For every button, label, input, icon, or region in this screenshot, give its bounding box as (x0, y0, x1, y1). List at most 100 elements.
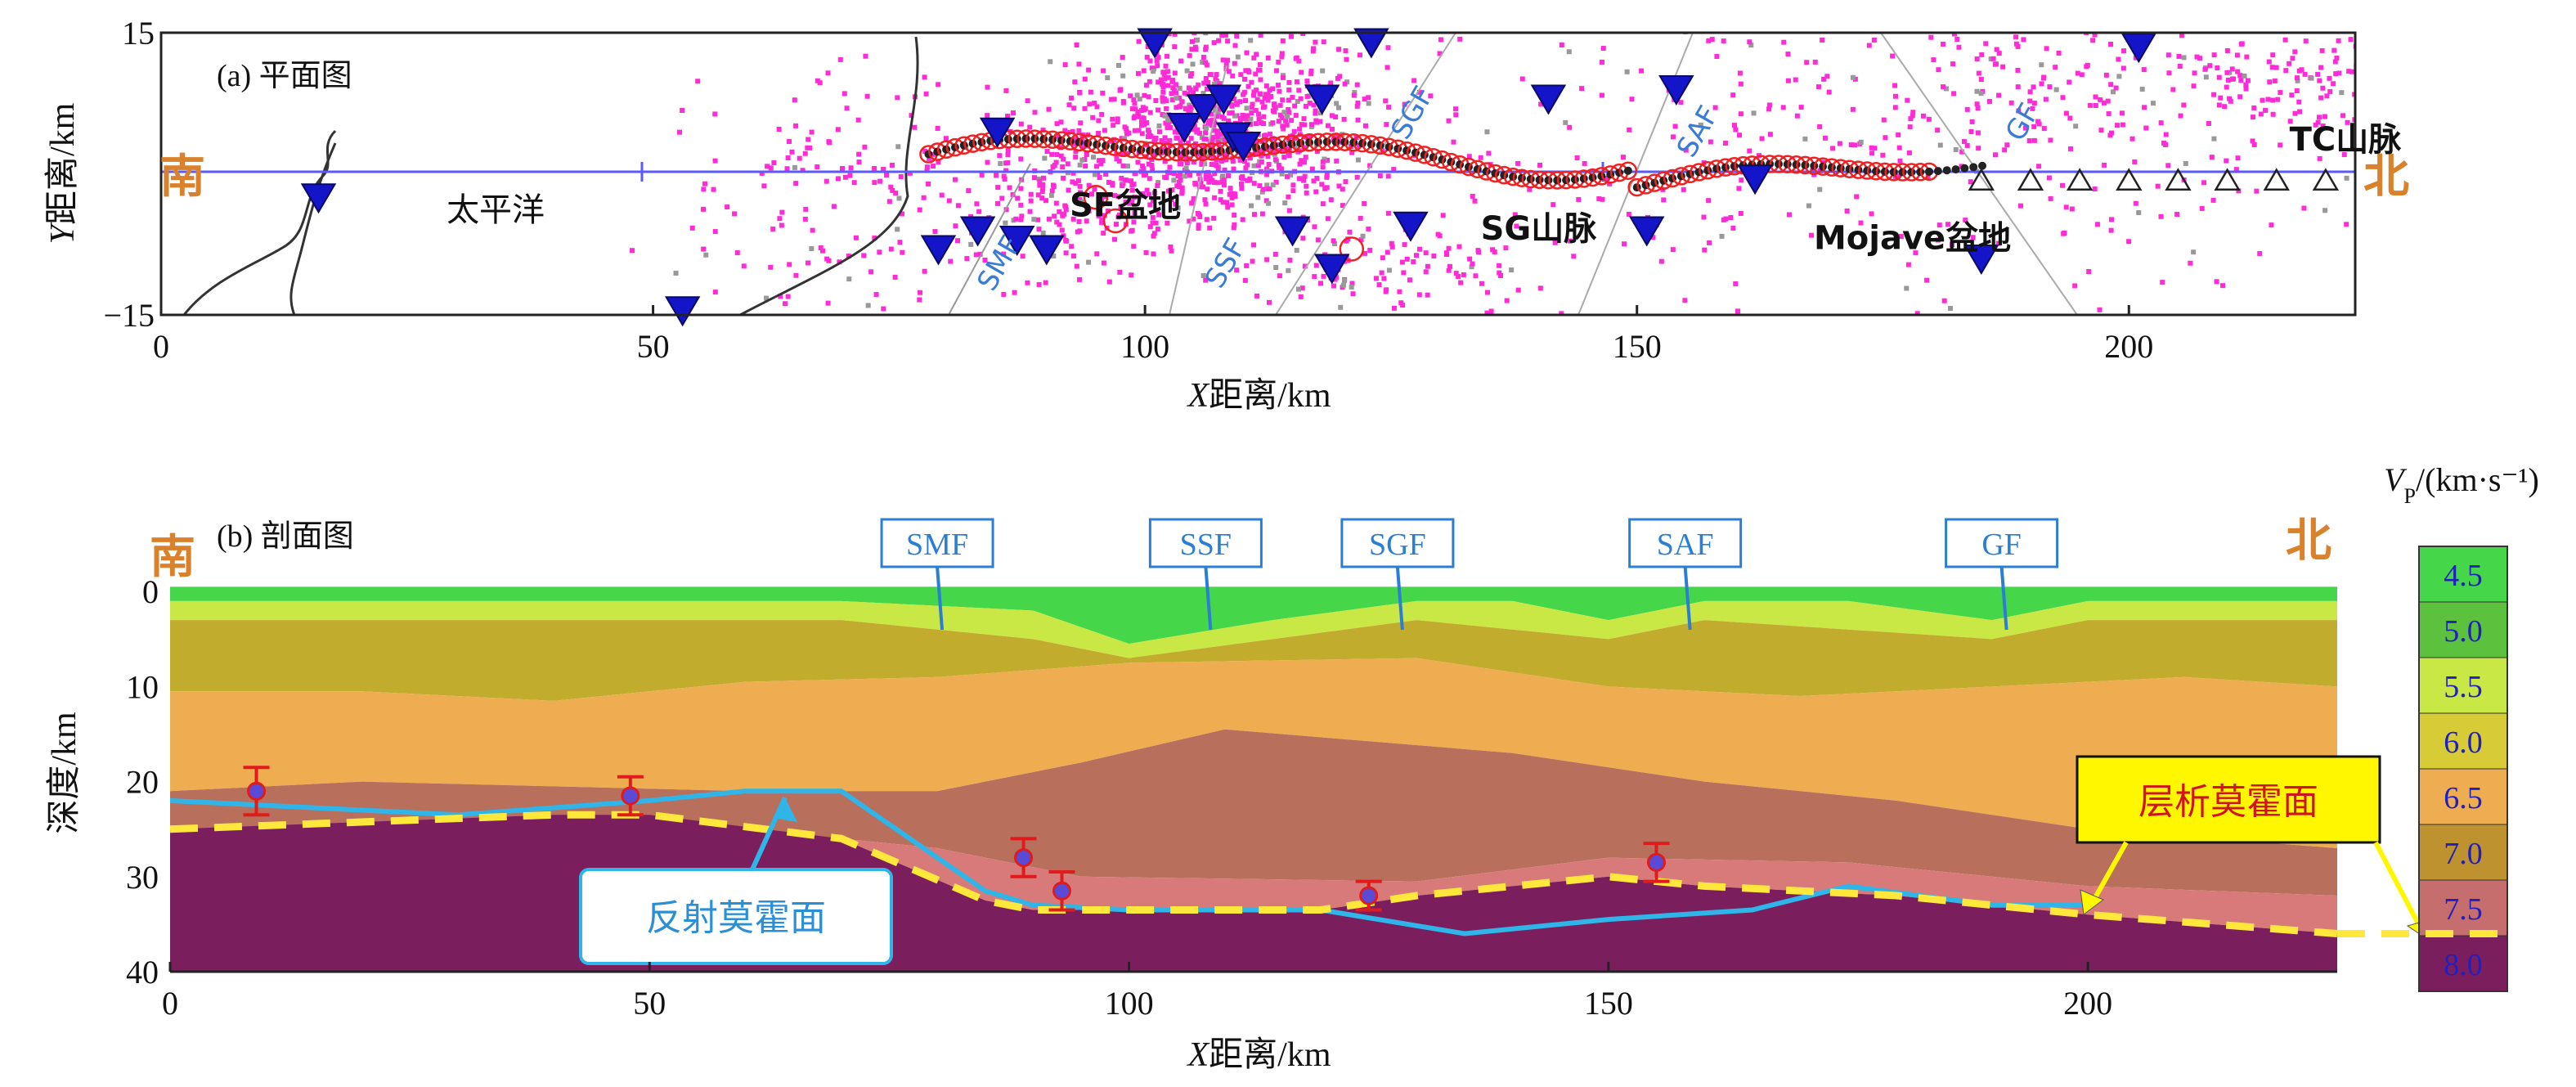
fault-box (1340, 518, 1455, 568)
seismic-event (732, 211, 738, 217)
seismic-event (1354, 82, 1360, 88)
seismic-event (2506, 137, 2511, 141)
seismic-event (1201, 137, 1207, 142)
colorbar-value: 7.0 (2444, 837, 2483, 871)
seismic-event (1298, 294, 1304, 299)
seismic-event (2411, 79, 2416, 84)
seismic-event (1340, 282, 1346, 288)
seismic-event (1407, 277, 1412, 283)
seismic-event (2450, 91, 2455, 96)
seismic-event (1905, 262, 1911, 267)
seismic-event (1325, 216, 1331, 222)
seismic-event (1237, 99, 1243, 105)
seismic-event (1168, 244, 1174, 249)
seismic-event (1341, 278, 1347, 284)
seismic-event (1245, 113, 1250, 119)
seismic-event (1200, 91, 1206, 97)
panel-b-x-axis-label: X距离/km (1187, 1035, 1331, 1074)
seismic-event (1221, 182, 1227, 188)
seismic-event (1552, 240, 1558, 245)
seismic-event (2090, 38, 2096, 43)
seismic-event (2442, 104, 2447, 109)
seismic-event (1431, 253, 1437, 258)
seismic-event (1211, 40, 1217, 46)
seismic-event (1073, 149, 1079, 155)
seismic-event (1297, 126, 1303, 132)
seismic-event (2431, 109, 2436, 114)
seismic-event (1996, 92, 2002, 98)
seismic-event (1118, 87, 1124, 92)
seismic-event (2316, 115, 2322, 120)
seismic-event (1120, 163, 1126, 168)
seismic-event (1101, 231, 1106, 236)
seismic-event (1190, 127, 1196, 133)
seismic-event (2426, 141, 2430, 146)
seismic-event (2166, 70, 2172, 76)
seismic-event (2022, 125, 2028, 131)
seismic-event (1156, 129, 1162, 135)
seismic-event (2327, 75, 2332, 81)
seismic-event (2568, 81, 2573, 86)
seismic-event (2302, 71, 2308, 77)
fault-pointer (1204, 566, 1213, 631)
seismic-event (1232, 194, 1238, 200)
seismic-event (1766, 102, 1772, 108)
seismic-event (1920, 113, 1926, 119)
seismic-event (1993, 152, 1999, 158)
seismic-event (2413, 92, 2418, 97)
seismic-event (1123, 200, 1129, 205)
seismic-event (1366, 226, 1371, 231)
seismic-event (2087, 102, 2093, 108)
seismic-event (1301, 116, 1307, 122)
seismic-event (2547, 15, 2552, 20)
seismic-event (1898, 234, 1904, 240)
seismic-event (835, 176, 841, 182)
seismic-event (1738, 211, 1744, 217)
seismic-event (2289, 92, 2295, 98)
seismic-event (1224, 200, 1230, 205)
seismic-event (1052, 213, 1057, 219)
seismic-event (884, 173, 890, 178)
seismic-event (896, 195, 902, 201)
seismic-event (1302, 263, 1308, 269)
seismic-event (1099, 220, 1105, 226)
seismic-event (1018, 217, 1024, 222)
seismic-event (2191, 83, 2197, 89)
seismic-event (1858, 220, 1864, 226)
seismic-event (897, 240, 903, 245)
seismic-event (2426, 231, 2430, 236)
seismic-event (994, 173, 999, 178)
seismic-event (2438, 5, 2443, 10)
seismic-event (2458, 87, 2463, 92)
colorbar-title-var: V (2384, 461, 2408, 498)
seismic-event (1248, 38, 1254, 43)
fault-box-label: SMF (906, 528, 968, 562)
seismic-event (1650, 235, 1656, 240)
seismic-event (1087, 101, 1093, 107)
seismic-event (1145, 134, 1151, 140)
seismic-event (2441, 28, 2446, 33)
seismic-event (2460, 125, 2465, 130)
seismic-event (1291, 128, 1297, 134)
seismic-event (2000, 64, 2006, 70)
seismic-event (2466, 54, 2471, 59)
seismic-event (2320, 124, 2326, 129)
seismic-event (1470, 193, 1475, 199)
seismic-event (1979, 52, 1985, 57)
seismic-event (1103, 171, 1109, 177)
seismic-event (1954, 36, 1960, 42)
seismic-event (2270, 52, 2276, 58)
seismic-event (1174, 135, 1179, 141)
seismic-event (1975, 130, 1981, 136)
seismic-event (1054, 151, 1060, 157)
seismic-event (1302, 159, 1308, 165)
seismic-event (2282, 37, 2288, 43)
seismic-event (1328, 197, 1334, 203)
profile-station-dot (1978, 161, 1987, 170)
seismic-event (1225, 204, 1231, 210)
seismic-event (1116, 62, 1122, 68)
station-triangle (1205, 84, 1242, 115)
seismic-event (1286, 97, 1291, 103)
seismic-event (1186, 140, 1192, 146)
seismic-event (711, 186, 716, 192)
